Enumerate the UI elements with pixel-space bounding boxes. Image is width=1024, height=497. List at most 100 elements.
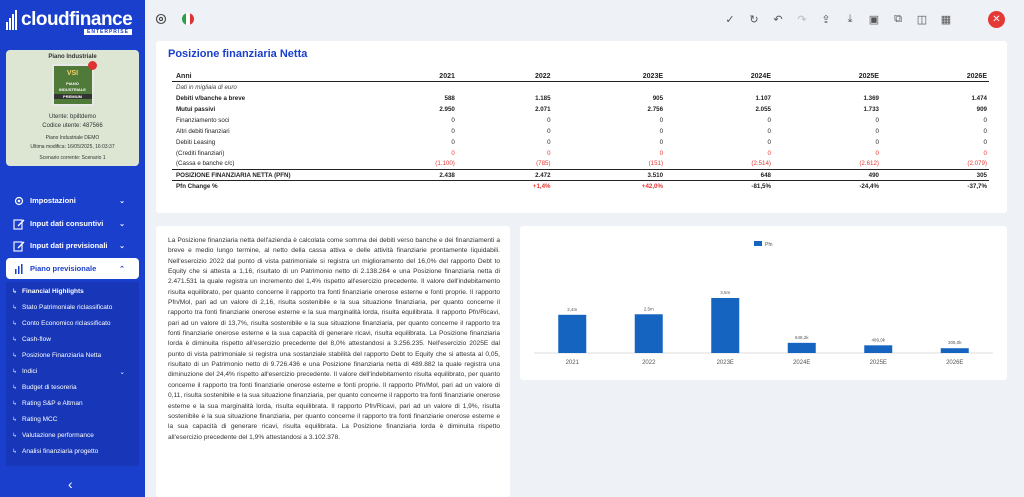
- row-label: Mutui passivi: [176, 105, 216, 113]
- table-row: Debiti Leasing 0 0 0 0 0 0: [172, 137, 989, 148]
- nav-input-previsionali[interactable]: Input dati previsionali ⌄: [6, 235, 139, 256]
- subnav-valutazione-performance[interactable]: ↳ Valutazione performance: [12, 432, 94, 439]
- subnav-analisi-finanziaria[interactable]: ↳ Analisi finanziaria progetto: [12, 448, 99, 455]
- close-button[interactable]: ✕: [988, 11, 1005, 28]
- arrow-icon: ↳: [12, 353, 18, 359]
- logo-bars-icon: [6, 10, 17, 30]
- nav-impostazioni[interactable]: Impostazioni ⌄: [6, 190, 139, 211]
- header-year: 2024E: [665, 71, 773, 82]
- subnav-financial-highlights[interactable]: ↳ Financial Highlights: [12, 288, 84, 295]
- nav-piano-previsionale[interactable]: Piano previsionale ⌃: [6, 258, 139, 279]
- pfn-table-card: Posizione finanziaria Netta Anni 2021 2022…: [156, 41, 1007, 213]
- layout-icon[interactable]: ▦: [940, 13, 952, 26]
- user-code: Codice utente: 487566: [42, 123, 103, 129]
- subnav-indici[interactable]: ↳ Indici ⌄: [12, 368, 125, 376]
- subnav-panel: ↳ Financial Highlights ↳ Stato Patrimonial…: [6, 282, 139, 466]
- subnav-rating-mcc[interactable]: ↳ Rating MCC: [12, 416, 58, 423]
- subnav-cash-flow[interactable]: ↳ Cash-flow: [12, 336, 51, 343]
- table-cell: 0: [547, 116, 551, 124]
- undo-icon[interactable]: ↶: [773, 13, 783, 26]
- header-year: 2023E: [552, 71, 666, 82]
- brand-logo[interactable]: cloudfinance ENTERPRISE: [6, 8, 133, 35]
- table-cell: 1.733: [863, 105, 879, 113]
- table-cell: 0: [767, 138, 771, 146]
- table-row: Altri debiti finanziari 0 0 0 0 0 0: [172, 126, 989, 137]
- data-label: 2,4m: [567, 307, 577, 312]
- legend-label: Pfn: [765, 242, 773, 248]
- table-cell: 0: [875, 127, 879, 135]
- table-row: Finanziamento soci 0 0 0 0 0 0: [172, 115, 989, 126]
- nav-input-consuntivi[interactable]: Input dati consuntivi ⌄: [6, 213, 139, 234]
- table-cell: 648: [665, 169, 773, 181]
- arrow-icon: ↳: [12, 305, 18, 311]
- row-label: (Crediti finanziari): [176, 149, 225, 157]
- page-title: Posizione finanziaria Netta: [168, 48, 308, 60]
- row-label: Debiti v/banche a breve: [176, 94, 246, 102]
- table-cell: 0: [983, 127, 987, 135]
- row-label: (Cassa e banche c/c): [176, 160, 235, 168]
- data-label: 305,0k: [948, 340, 962, 345]
- table-cell: 2.071: [535, 105, 551, 113]
- analysis-text: La Posizione finanziaria netta dell'azie…: [168, 237, 500, 441]
- arrow-icon: ↳: [12, 449, 18, 455]
- table-cell: 588: [444, 94, 455, 102]
- subnav-posizione-finanziaria[interactable]: ↳ Posizione Finanziaria Netta: [12, 352, 102, 359]
- row-label: Dati in migliaia di euro: [176, 83, 237, 91]
- arrow-icon: ↳: [12, 417, 18, 423]
- table-cell: +1,4%: [532, 182, 551, 190]
- table-cell: 3.510: [552, 169, 666, 181]
- download-icon[interactable]: ⤓: [847, 12, 853, 25]
- redo-icon[interactable]: ↷: [797, 13, 807, 26]
- last-modified: Ultima modifica: 16/05/2025, 16:03:37: [30, 144, 115, 150]
- table-row: Mutui passivi 2.950 2.071 2.756 2.055 1.733 90…: [172, 104, 989, 115]
- table-cell: -81,5%: [751, 182, 771, 190]
- analysis-card: La Posizione finanziaria netta dell'azie…: [156, 226, 510, 497]
- x-tick-label: 2025E: [870, 360, 887, 366]
- table-cell: 2.756: [647, 105, 664, 113]
- table-cell: 0: [983, 116, 987, 124]
- data-label: 489,9k: [871, 337, 885, 342]
- edit-icon: [13, 240, 25, 252]
- plan-card-title: Piano Industriale: [48, 54, 97, 60]
- save-icon[interactable]: ▣: [868, 13, 880, 26]
- table-cell: (2.514): [751, 160, 771, 168]
- collapse-sidebar-icon[interactable]: ‹: [68, 476, 73, 492]
- table-cell: 0: [659, 149, 664, 157]
- table-cell: [457, 82, 553, 93]
- columns-icon[interactable]: ◫: [916, 13, 928, 26]
- table-cell: (2.612): [859, 160, 879, 168]
- bar: [711, 298, 740, 353]
- table-cell: 0: [547, 149, 551, 157]
- table-cell: (1.100): [435, 160, 455, 168]
- check-icon[interactable]: ✓: [725, 13, 735, 26]
- brand-name: cloudfinance: [21, 9, 133, 30]
- italian-flag-icon[interactable]: [182, 13, 194, 25]
- table-cell: [881, 82, 989, 93]
- table-cell: (785): [536, 160, 551, 168]
- table-cell: -37,7%: [967, 182, 987, 190]
- table-cell: 490: [773, 169, 881, 181]
- subnav-conto-economico[interactable]: ↳ Conto Economico riclassificato: [12, 320, 111, 327]
- arrow-icon: ↳: [12, 385, 18, 391]
- upload-icon[interactable]: ⇪: [821, 13, 831, 26]
- header-year: 2025E: [773, 71, 881, 82]
- arrow-icon: ↳: [12, 321, 18, 327]
- settings-icon[interactable]: [155, 13, 167, 25]
- arrow-icon: ↳: [12, 369, 18, 375]
- table-cell: 0: [451, 149, 455, 157]
- header-year: 2022: [456, 71, 553, 82]
- refresh-icon[interactable]: ↻: [749, 13, 759, 26]
- row-label: Finanziamento soci: [176, 116, 230, 124]
- table-cell: 305: [880, 169, 989, 181]
- gear-icon: [14, 196, 24, 205]
- flag-icon: [87, 61, 97, 70]
- table-cell: 0: [767, 149, 771, 157]
- table-cell: 0: [983, 138, 987, 146]
- copy-icon[interactable]: ⧉: [894, 12, 902, 25]
- x-tick-label: 2022: [642, 360, 656, 366]
- subnav-budget-tesoreria[interactable]: ↳ Budget di tesoreria: [12, 384, 77, 391]
- arrow-icon: ↳: [12, 337, 18, 343]
- subnav-rating-sp-altman[interactable]: ↳ Rating S&P e Altman: [12, 400, 83, 407]
- subnav-stato-patrimoniale[interactable]: ↳ Stato Patrimoniale riclassificato: [12, 304, 113, 311]
- chevron-up-icon: ⌃: [119, 265, 125, 273]
